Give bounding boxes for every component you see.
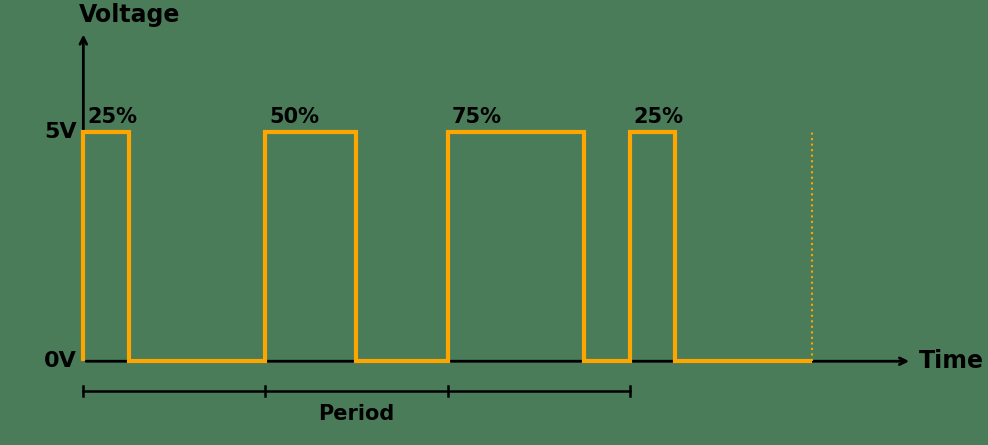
Text: Period: Period bbox=[318, 404, 394, 424]
Text: 25%: 25% bbox=[87, 107, 137, 127]
Text: Time: Time bbox=[919, 349, 984, 373]
Text: 5V: 5V bbox=[43, 122, 76, 142]
Text: 25%: 25% bbox=[633, 107, 684, 127]
Text: 75%: 75% bbox=[452, 107, 501, 127]
Text: 50%: 50% bbox=[269, 107, 319, 127]
Text: 0V: 0V bbox=[43, 351, 76, 371]
Text: Voltage: Voltage bbox=[79, 3, 180, 27]
